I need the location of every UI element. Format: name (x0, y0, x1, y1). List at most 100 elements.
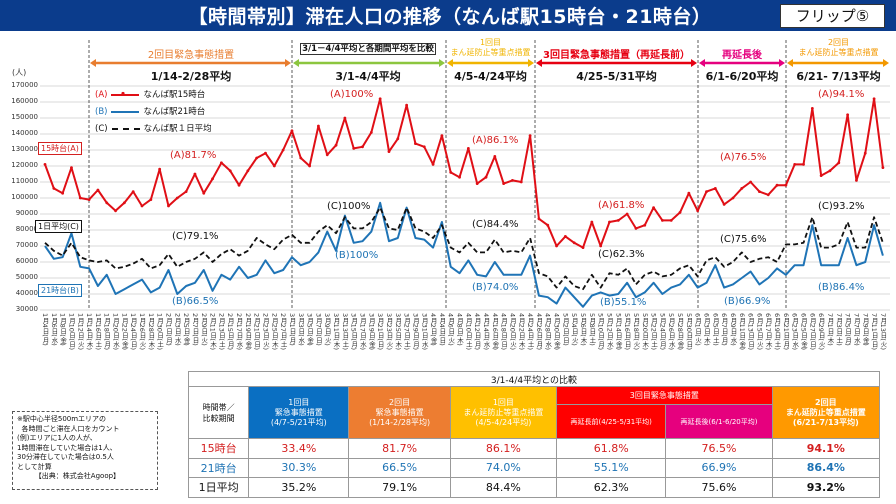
series-a-point (537, 217, 541, 221)
table-row-21: 21時台 30.3% 66.5% 74.0% 55.1% 66.9% 86.4% (187, 457, 881, 478)
series-a-point (828, 169, 832, 173)
callout-21: 21時台(B) (38, 284, 82, 297)
cell: 66.5% (348, 457, 451, 478)
annot-c-5: (C)75.6% (720, 234, 767, 245)
series-a-point (846, 113, 850, 117)
series-a-point (802, 163, 805, 166)
x-tick-label: 6月23日(水) (790, 313, 799, 350)
series-a-point (572, 241, 576, 245)
series-a-point (61, 191, 65, 195)
x-tick-label: 1月8日(金) (58, 313, 67, 346)
series-a-point (793, 163, 797, 166)
legend-item-a: (A) なんば駅15時台 (95, 90, 206, 100)
series-a-point (220, 161, 223, 165)
period-arrow-head-left (293, 59, 299, 67)
x-tick-label: 7月13日(火) (878, 313, 887, 350)
series-a-point (105, 201, 109, 205)
period-avg-4: 4/25-5/31平均 (576, 70, 657, 83)
table-title: 3/1-4/4平均との比較 (188, 371, 880, 387)
series-a-point (114, 209, 117, 213)
series-a-point (590, 220, 594, 224)
x-tick-label: 5月28日(金) (676, 313, 685, 350)
table-row-15: 15時台 33.4% 81.7% 86.1% 61.8% 76.5% 94.1% (187, 438, 881, 459)
x-tick-label: 1月6日(水) (49, 313, 58, 346)
page-title: 【時間帯別】滞在人口の推移（なんば駅15時台・21時台） (188, 6, 712, 28)
x-tick-label: 3月1日(月) (287, 313, 296, 346)
x-tick-label: 2月23日(火) (261, 313, 270, 350)
flip-label: フリップ⑤ (780, 4, 885, 28)
series-a-point (731, 196, 735, 200)
x-tick-label: 2月5日(金) (182, 313, 191, 346)
x-tick-label: 4月28日(水) (543, 313, 552, 350)
x-tick-label: 5月18日(火) (631, 313, 640, 350)
cell: 81.7% (348, 438, 451, 459)
series-a-point (546, 223, 550, 227)
annot-c-1: (C)79.1% (172, 231, 219, 242)
cell: 75.6% (665, 477, 773, 498)
period-arrow-head-left (787, 59, 793, 67)
period-label-6: 2回目 まん延防止等重点措置 (798, 38, 879, 57)
series-a-point (440, 134, 444, 138)
series-a-point (414, 142, 417, 146)
series-a-point (616, 219, 620, 222)
x-tick-label: 5月14日(金) (614, 313, 623, 350)
series-a-point (493, 155, 497, 158)
period-avg-2: 3/1-4/4平均 (335, 70, 401, 83)
col-header-4: 3回目緊急事態措置 (556, 386, 773, 405)
x-tick-label: 4月12日(月) (473, 313, 482, 350)
series-a-point (696, 209, 700, 213)
period-avg-6: 6/21- 7/13平均 (796, 70, 881, 83)
x-tick-label: 4月4日(日) (437, 313, 446, 346)
x-tick-label: 6月27日(日) (808, 313, 817, 350)
x-tick-label: 5月26日(水) (667, 313, 676, 350)
series-a-point (131, 190, 135, 194)
series-a-point (837, 161, 841, 165)
annot-b-2: (B)100% (335, 250, 379, 261)
series-a-point (308, 164, 311, 168)
period-avg-5: 6/1-6/20平均 (705, 70, 779, 83)
x-tick-label: 3月11日(木) (332, 313, 341, 350)
annot-b-6: (B)86.4% (818, 282, 865, 293)
x-tick-label: 2月1日(月) (164, 313, 173, 346)
annot-a-6: (A)94.1% (818, 89, 865, 100)
y-tick-label: 70000 (15, 241, 38, 249)
y-axis-label: (人) (12, 68, 27, 77)
x-tick-label: 5月8日(土) (587, 313, 596, 346)
x-tick-label: 2月13日(土) (217, 313, 226, 350)
annot-c-2: (C)100% (327, 201, 371, 212)
x-tick-label: 1月22日(金) (120, 313, 129, 350)
col-header-3: 1回目 まん延防止等重点措置 (4/5-4/24平均) (449, 386, 558, 439)
series-a-point (193, 172, 197, 176)
x-tick-label: 6月3日(木) (702, 313, 711, 346)
series-a-point (396, 137, 400, 141)
series-a-point (361, 145, 364, 149)
method-note: ※駅中心半径500mエリアの 各時間ごと滞在人口をカウント (例)エリアに1人の… (12, 411, 158, 490)
x-tick-label: 1月24日(日) (129, 313, 138, 350)
series-a-point (466, 147, 470, 150)
x-tick-label: 6月7日(月) (720, 313, 729, 346)
series-a-point (475, 182, 479, 186)
cell: 30.3% (248, 457, 350, 478)
series-a-point (519, 180, 523, 184)
x-tick-label: 7月7日(水) (852, 313, 861, 346)
series-a-point (343, 116, 347, 120)
series-a-point (784, 183, 788, 187)
series-a-point (369, 131, 373, 134)
x-tick-label: 2月17日(水) (235, 313, 244, 350)
x-tick-label: 6月9日(水) (728, 313, 737, 346)
series-a-point (281, 148, 285, 152)
cell: 61.8% (556, 438, 667, 459)
x-tick-label: 5月22日(土) (649, 313, 658, 350)
period-arrow-head-right (285, 59, 291, 67)
x-tick-label: 4月30日(金) (552, 313, 561, 350)
cell: 35.2% (248, 477, 350, 498)
x-tick-label: 1月12日(火) (76, 313, 85, 350)
series-line-c (44, 206, 884, 291)
series-a-point (740, 187, 744, 190)
series-a-point (272, 164, 276, 168)
series-a-point (502, 182, 506, 186)
series-a-point (563, 235, 567, 238)
series-a-point (290, 129, 294, 133)
cell: 86.1% (449, 438, 558, 459)
